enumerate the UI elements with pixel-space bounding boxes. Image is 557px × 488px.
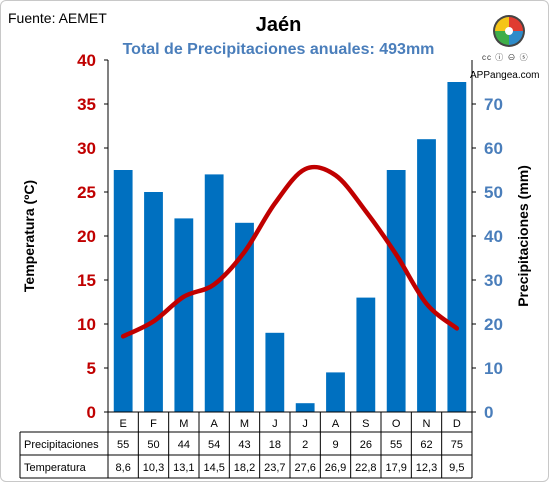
creative-commons-icon: cc ⓘ ⊖ ⓢ [482, 53, 529, 62]
precip-bar [295, 403, 315, 412]
precip-data-label: 54 [208, 439, 220, 451]
temp-data-label: 13,1 [173, 462, 194, 474]
precip-data-label: 26 [360, 439, 372, 451]
precip-data-label: 62 [420, 439, 432, 451]
y-left-tick-label: 10 [77, 315, 96, 334]
y-left-tick-label: 15 [77, 271, 96, 290]
x-tick-label: S [362, 418, 369, 430]
precip-data-label: 18 [269, 439, 281, 451]
y-right-tick-label: 0 [484, 403, 493, 422]
temp-data-label: 8,6 [116, 462, 131, 474]
temp-data-label: 18,2 [234, 462, 255, 474]
y-right-tick-label: 60 [484, 139, 503, 158]
precip-bar [235, 222, 254, 412]
temp-data-label: 27,6 [294, 462, 315, 474]
y-right-tick-label: 20 [484, 315, 503, 334]
precip-data-label: 2 [302, 439, 308, 451]
y-left-tick-label: 25 [77, 183, 96, 202]
precip-data-label: 55 [117, 439, 129, 451]
x-tick-label: M [240, 418, 249, 430]
cc-label: cc [482, 53, 492, 62]
precip-data-label: 75 [451, 439, 463, 451]
legend-temp-label: Temperatura [24, 462, 87, 474]
temp-data-label: 9,5 [449, 462, 464, 474]
chart-frame [0, 0, 549, 482]
y-right-tick-label: 50 [484, 183, 503, 202]
y-right-tick-label: 10 [484, 359, 503, 378]
y-left-tick-label: 35 [77, 95, 96, 114]
precip-bar [113, 170, 133, 412]
precip-data-label: 9 [332, 439, 338, 451]
x-tick-label: N [423, 418, 431, 430]
temp-data-label: 17,9 [385, 462, 406, 474]
precip-bar [174, 218, 194, 412]
temp-data-label: 14,5 [203, 462, 224, 474]
temp-data-label: 22,8 [355, 462, 376, 474]
temp-data-label: 26,9 [325, 462, 346, 474]
precip-data-label: 50 [147, 439, 159, 451]
y-right-tick-label: 30 [484, 271, 503, 290]
y-left-tick-label: 5 [87, 359, 96, 378]
precip-bar [356, 297, 376, 412]
y-right-tick-label: 70 [484, 95, 503, 114]
x-tick-label: J [302, 418, 308, 430]
precip-bar [265, 332, 285, 412]
x-tick-label: A [210, 418, 218, 430]
y-axis-right-label: Precipitaciones (mm) [515, 165, 531, 307]
x-tick-label: E [119, 418, 126, 430]
y-left-tick-label: 30 [77, 139, 96, 158]
precip-data-label: 43 [238, 439, 250, 451]
chart-title: Jaén [255, 14, 302, 36]
x-tick-label: D [453, 418, 461, 430]
brand-label: APPangea.com [470, 70, 540, 81]
temperature-line [120, 164, 460, 339]
legend-precip-label: Precipitaciones [24, 439, 99, 451]
y-right-tick-label: 40 [484, 227, 503, 246]
temp-data-label: 10,3 [143, 462, 164, 474]
x-tick-label: O [392, 418, 401, 430]
x-tick-label: J [272, 418, 278, 430]
x-tick-label: F [150, 418, 157, 430]
temp-data-label: 12,3 [416, 462, 437, 474]
x-tick-label: M [179, 418, 188, 430]
precip-bar [386, 170, 406, 412]
precip-data-label: 44 [178, 439, 190, 451]
y-axis-left-label: Temperatura (ºC) [21, 180, 37, 292]
precip-bar [204, 174, 224, 412]
precip-bar [326, 372, 345, 412]
precip-data-label: 55 [390, 439, 402, 451]
precip-bar [417, 139, 436, 412]
y-left-tick-label: 20 [77, 227, 96, 246]
temp-data-label: 23,7 [264, 462, 285, 474]
y-left-tick-label: 0 [87, 403, 96, 422]
precip-bar [447, 82, 467, 412]
appangea-logo-icon [492, 14, 526, 53]
data-source: Fuente: AEMET [8, 10, 107, 26]
chart-subtitle: Total de Precipitaciones anuales: 493mm [122, 41, 435, 58]
x-tick-label: A [332, 418, 340, 430]
precip-bar [144, 192, 163, 412]
y-left-tick-label: 40 [77, 51, 96, 70]
